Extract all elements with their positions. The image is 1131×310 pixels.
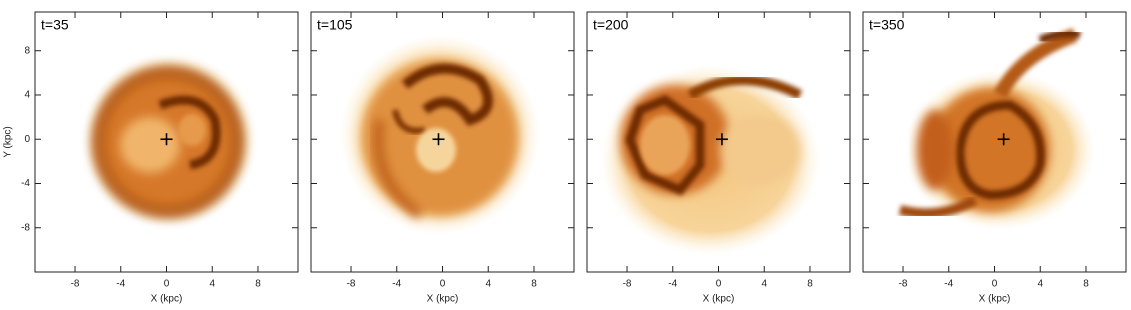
x-tick-label: -8	[347, 279, 356, 290]
density-map	[82, 52, 258, 228]
density-map	[898, 28, 1095, 230]
x-tick-label: 4	[761, 279, 767, 290]
y-tick-label: 4	[24, 90, 30, 101]
x-tick-label: 4	[485, 279, 491, 290]
x-tick-label: -8	[899, 279, 908, 290]
x-tick-label: 4	[209, 279, 215, 290]
x-tick-label: -4	[392, 279, 401, 290]
y-tick-label: 8	[24, 45, 30, 56]
x-tick-label: 8	[1083, 279, 1089, 290]
x-tick-label: 8	[807, 279, 813, 290]
y-tick-label: 0	[24, 134, 30, 145]
x-tick-label: 8	[255, 279, 261, 290]
x-tick-label: -4	[944, 279, 953, 290]
panel-title: t=200	[593, 17, 629, 33]
x-tick-label: 0	[440, 279, 446, 290]
panel-title: t=350	[869, 17, 905, 33]
x-tick-label: 0	[164, 279, 170, 290]
x-axis-label: X (kpc)	[151, 294, 183, 305]
y-tick-label: -8	[21, 222, 30, 233]
x-axis-label: X (kpc)	[427, 294, 459, 305]
center-marker	[997, 133, 1010, 146]
x-tick-label: -4	[116, 279, 125, 290]
center-marker	[432, 133, 445, 146]
axes-layer: t=35 -8 -4 0 4 8 -8 -4 0 4 8 X (kpc) Y (kpc) t=105 -8 -…	[3, 11, 1127, 305]
x-tick-label: -4	[668, 279, 677, 290]
x-tick-label: -8	[71, 279, 80, 290]
panel-title: t=35	[41, 17, 69, 33]
y-tick-label: -4	[21, 178, 30, 189]
y-axis-label: Y (kpc)	[3, 126, 14, 158]
x-tick-label: 0	[716, 279, 722, 290]
panel-title: t=105	[317, 17, 353, 33]
x-axis-label: X (kpc)	[703, 294, 735, 305]
density-map	[340, 35, 540, 235]
center-marker	[160, 133, 173, 146]
x-tick-label: 4	[1037, 279, 1043, 290]
x-tick-label: 8	[531, 279, 537, 290]
x-axis-label: X (kpc)	[979, 294, 1011, 305]
center-marker	[715, 133, 728, 146]
density-map	[600, 65, 820, 255]
x-tick-label: -8	[623, 279, 632, 290]
x-tick-label: 0	[992, 279, 998, 290]
